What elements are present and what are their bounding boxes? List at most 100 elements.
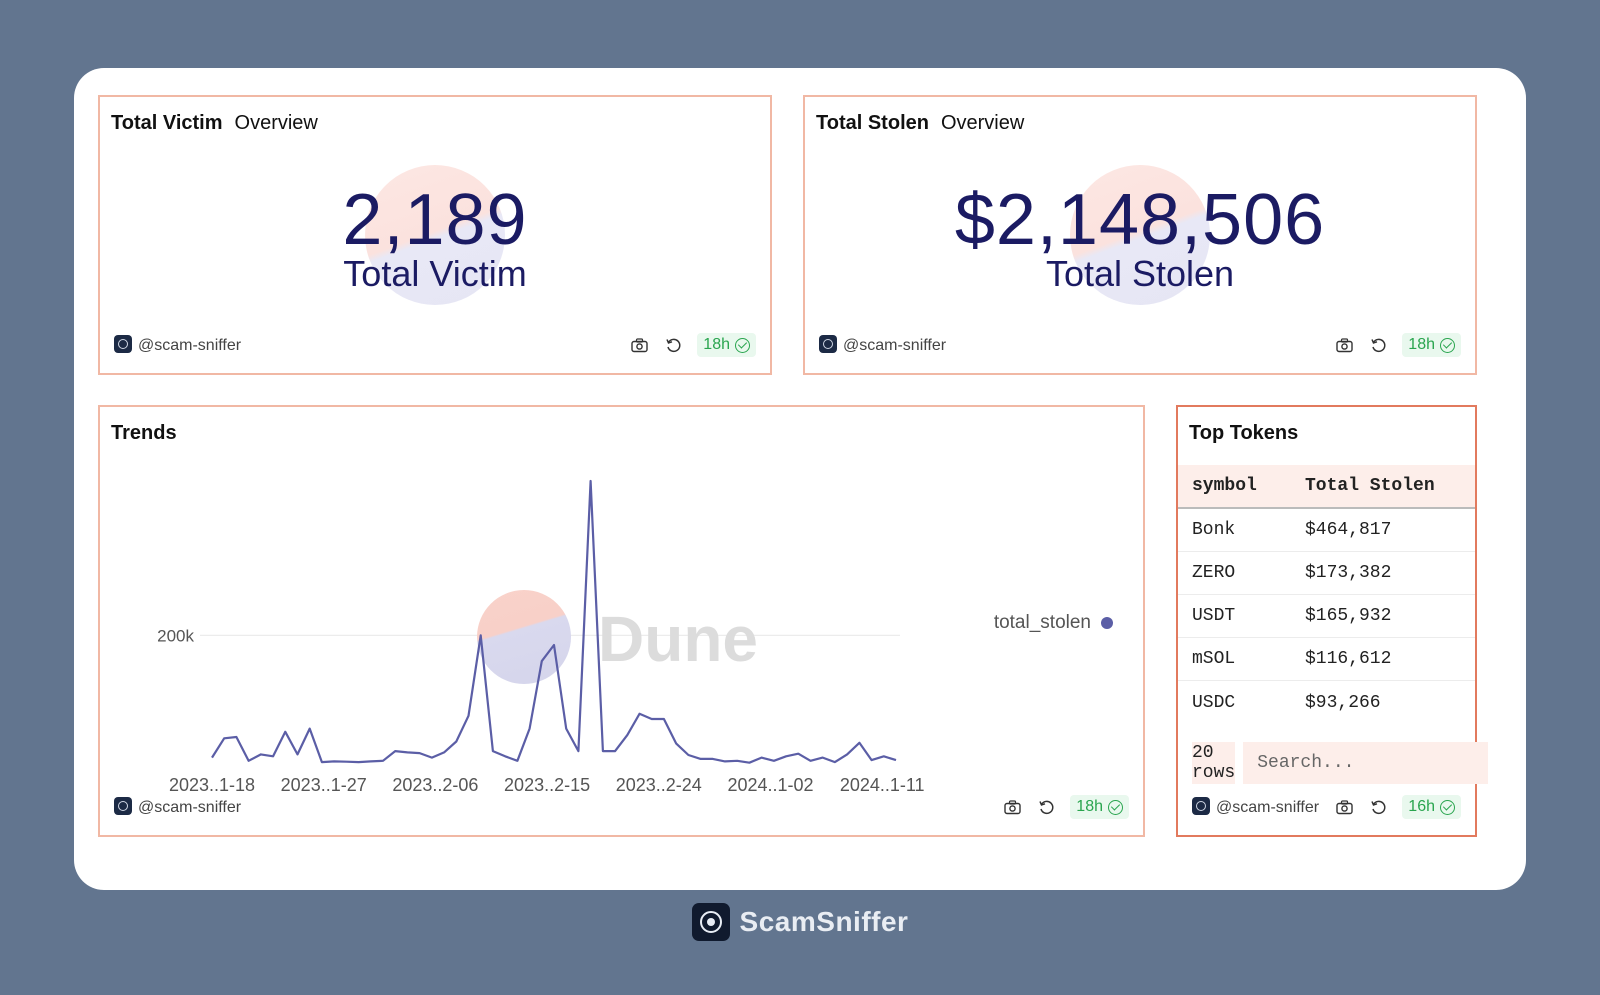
author-name: @scam-sniffer <box>1216 799 1320 816</box>
brand-footer: ScamSniffer <box>0 903 1600 941</box>
panel-footer: @scam-sniffer 18h <box>819 333 1461 359</box>
freshness-badge[interactable]: 16h <box>1402 795 1461 819</box>
camera-icon[interactable] <box>1002 797 1022 817</box>
panel-title-sub: Overview <box>940 112 1025 134</box>
check-circle-icon <box>735 337 750 353</box>
table-controls: 20 rows <box>1192 742 1489 784</box>
check-circle-icon <box>1108 799 1123 815</box>
author-link[interactable]: @scam-sniffer <box>114 335 241 355</box>
dune-logo-watermark <box>365 165 505 305</box>
freshness-badge[interactable]: 18h <box>697 333 756 357</box>
author-avatar-icon <box>114 335 132 353</box>
camera-icon[interactable] <box>629 335 649 355</box>
author-avatar-icon <box>1192 797 1210 815</box>
counter-caption: Total Stolen <box>1045 253 1235 294</box>
cell-symbol: ZERO <box>1192 563 1236 583</box>
author-name: @scam-sniffer <box>843 337 947 354</box>
column-header-total-stolen[interactable]: Total Stolen <box>1305 476 1435 496</box>
panel-title-main: Total Stolen <box>816 112 929 134</box>
freshness-text: 18h <box>1076 798 1103 815</box>
panel-title: Trends <box>111 422 177 445</box>
cell-total-stolen: $173,382 <box>1305 563 1392 583</box>
refresh-icon[interactable] <box>1036 797 1056 817</box>
panel-title: Total Victim Overview <box>111 112 318 135</box>
x-tick-label: 2023..2-15 <box>504 775 590 795</box>
panel-title-sub: Overview <box>234 112 318 134</box>
check-circle-icon <box>1440 337 1455 353</box>
x-tick-label: 2023..1-18 <box>169 775 255 795</box>
y-tick-label: 200k <box>157 626 194 645</box>
panel-title: Top Tokens <box>1189 422 1298 445</box>
cell-symbol: Bonk <box>1192 520 1236 540</box>
freshness-text: 18h <box>1408 336 1435 353</box>
table-row[interactable]: ZERO $173,382 <box>1178 552 1475 595</box>
cell-total-stolen: $93,266 <box>1305 692 1381 713</box>
counter-caption: Total Victim <box>343 253 527 294</box>
x-tick-label: 2023..2-24 <box>616 775 702 795</box>
x-tick-label: 2023..1-27 <box>281 775 367 795</box>
panel-footer: @scam-sniffer 16h <box>1192 795 1461 821</box>
table-row[interactable]: mSOL $116,612 <box>1178 638 1475 681</box>
chart-legend[interactable]: total_stolen <box>994 612 1113 634</box>
freshness-text: 16h <box>1408 798 1435 815</box>
cell-total-stolen: $165,932 <box>1305 606 1392 626</box>
legend-dot-icon <box>1101 617 1113 629</box>
scamsniffer-logo-icon <box>691 903 730 941</box>
series-line-total_stolen[interactable] <box>211 479 897 764</box>
freshness-badge[interactable]: 18h <box>1070 795 1129 819</box>
author-link[interactable]: @scam-sniffer <box>1192 797 1319 817</box>
column-header-symbol[interactable]: symbol <box>1192 476 1257 496</box>
panel-title: Total Stolen Overview <box>816 112 1024 135</box>
refresh-icon[interactable] <box>663 335 683 355</box>
dune-logo-watermark <box>477 590 571 684</box>
author-name: @scam-sniffer <box>138 337 242 354</box>
cell-symbol: USDC <box>1192 692 1236 713</box>
top-tokens-panel: Top Tokens symbol Total Stolen Bonk $464… <box>1176 405 1489 837</box>
panel-actions: 18h <box>1002 795 1129 819</box>
counter-widget: 2,189 Total Victim <box>100 165 770 315</box>
dashboard-board: Total Victim Overview 2,189 Total Victim … <box>74 68 1526 890</box>
cell-total-stolen: $464,817 <box>1305 520 1392 540</box>
refresh-icon[interactable] <box>1368 797 1388 817</box>
table-header: symbol Total Stolen <box>1178 465 1475 509</box>
panel-footer: @scam-sniffer 18h <box>114 795 1129 821</box>
freshness-text: 18h <box>703 336 730 353</box>
check-circle-icon <box>1440 799 1455 815</box>
panel-actions: 16h <box>1334 795 1461 819</box>
x-tick-label: 2024..1-02 <box>727 775 813 795</box>
table-row[interactable]: USDC $93,266 <box>1178 681 1475 724</box>
panel-actions: 18h <box>1334 333 1461 357</box>
x-tick-label: 2023..2-06 <box>392 775 478 795</box>
freshness-badge[interactable]: 18h <box>1402 333 1461 357</box>
cell-symbol: USDT <box>1192 606 1236 626</box>
total-victim-panel: Total Victim Overview 2,189 Total Victim … <box>98 95 772 375</box>
row-count-selector[interactable]: 20 rows <box>1192 742 1236 784</box>
panel-footer: @scam-sniffer 18h <box>114 333 756 359</box>
trends-chart: 200k Dune 2023..1-18 2023..1-27 2023..2-06 20… <box>157 479 925 795</box>
panel-title-main: Trends <box>111 422 177 444</box>
cell-total-stolen: $116,612 <box>1305 649 1392 669</box>
author-link[interactable]: @scam-sniffer <box>819 335 946 355</box>
table-row[interactable]: USDT $165,932 <box>1178 595 1475 638</box>
dune-logo-watermark <box>1070 165 1210 305</box>
camera-icon[interactable] <box>1334 335 1354 355</box>
panel-title-main: Total Victim <box>111 112 223 134</box>
author-link[interactable]: @scam-sniffer <box>114 797 241 817</box>
tokens-table: symbol Total Stolen Bonk $464,817 ZERO $… <box>1178 465 1475 724</box>
counter-widget: $2,148,506 Total Stolen <box>805 165 1475 315</box>
total-stolen-panel: Total Stolen Overview $2,148,506 Total St… <box>803 95 1477 375</box>
trends-panel: 200k Dune 2023..1-18 2023..1-27 2023..2-06 20… <box>98 405 1145 837</box>
brand-name: ScamSniffer <box>739 906 909 937</box>
cell-symbol: mSOL <box>1192 649 1236 669</box>
dune-watermark-text: Dune <box>598 603 758 675</box>
panel-actions: 18h <box>629 333 756 357</box>
legend-label: total_stolen <box>993 612 1091 633</box>
table-row[interactable]: Bonk $464,817 <box>1178 509 1475 552</box>
camera-icon[interactable] <box>1334 797 1354 817</box>
counter-value: 2,189 <box>342 180 528 260</box>
panel-title-main: Top Tokens <box>1189 422 1299 444</box>
refresh-icon[interactable] <box>1368 335 1388 355</box>
x-tick-label: 2024..1-11 <box>840 775 925 795</box>
author-avatar-icon <box>819 335 837 353</box>
table-search-input[interactable] <box>1243 742 1489 784</box>
